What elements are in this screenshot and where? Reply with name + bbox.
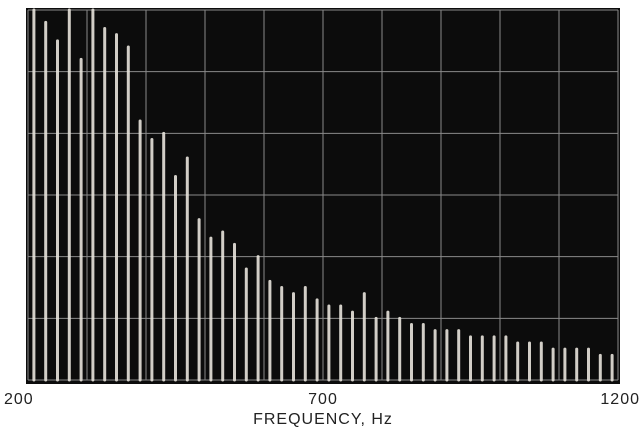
x-tick-label: 700 (308, 391, 338, 408)
x-axis-label: FREQUENCY, Hz (253, 411, 393, 428)
x-tick-label: 1200 (600, 391, 640, 408)
x-tick-label: 200 (4, 391, 34, 408)
